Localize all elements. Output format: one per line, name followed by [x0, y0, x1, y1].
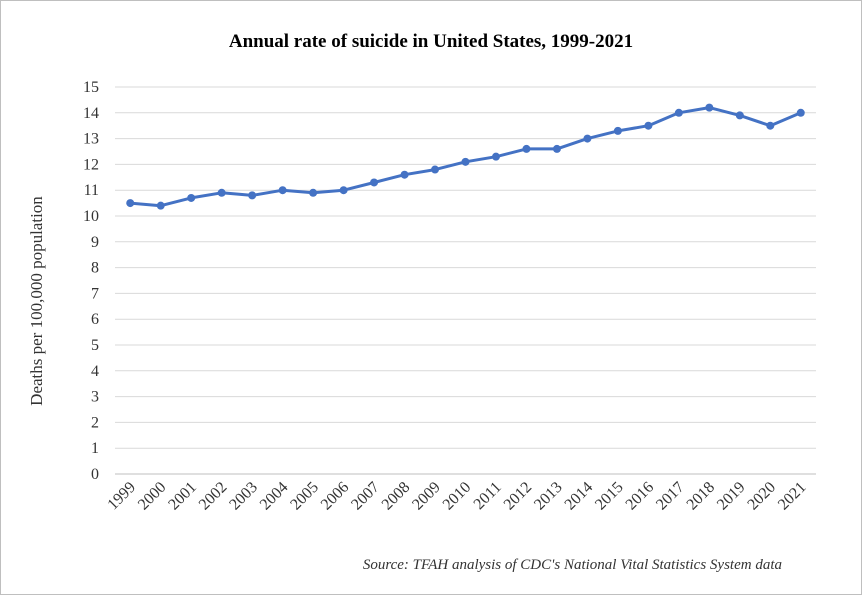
data-point-2017: [674, 108, 683, 117]
data-point-2009: [431, 165, 440, 174]
data-point-2003: [248, 191, 257, 200]
y-tick-label: 4: [91, 363, 99, 380]
x-tick-label: 2008: [379, 479, 414, 514]
data-point-1999: [126, 199, 135, 208]
y-tick-label: 12: [83, 156, 99, 173]
data-point-2010: [461, 157, 470, 166]
x-tick-label: 2005: [287, 479, 322, 514]
x-tick-label: 2006: [318, 479, 353, 514]
y-tick-label: 9: [91, 234, 99, 251]
data-point-2014: [583, 134, 592, 143]
x-tick-label: 2018: [684, 479, 719, 514]
y-tick-label: 13: [83, 131, 99, 148]
data-point-2006: [339, 186, 348, 195]
x-tick-label: 2014: [562, 479, 597, 514]
data-point-2008: [400, 170, 409, 179]
x-tick-label: 2003: [226, 479, 261, 514]
data-point-2016: [644, 121, 653, 130]
x-tick-label: 2010: [440, 479, 475, 514]
data-point-2020: [766, 121, 775, 130]
series-line: [128, 106, 803, 208]
y-tick-label: 10: [83, 208, 99, 225]
x-tick-label: 2007: [348, 479, 383, 514]
y-tick-label: 14: [83, 105, 99, 122]
data-point-2015: [613, 126, 622, 135]
data-point-2012: [522, 144, 531, 153]
x-tick-label: 2021: [775, 479, 810, 514]
x-tick-label: 2020: [744, 479, 779, 514]
data-point-2004: [278, 186, 287, 195]
chart-title: Annual rate of suicide in United States,…: [228, 31, 634, 52]
data-point-2013: [552, 144, 561, 153]
x-tick-label: 2019: [714, 479, 749, 514]
data-point-2018: [705, 103, 714, 112]
y-tick-label: 0: [91, 466, 99, 483]
x-tick-label: 2012: [501, 479, 536, 514]
x-tick-label: 2000: [135, 479, 170, 514]
y-tick-label: 8: [91, 260, 99, 277]
x-tick-label: 2015: [592, 479, 627, 514]
data-point-2007: [370, 178, 379, 187]
x-tick-label: 2009: [409, 479, 444, 514]
x-tick-label: 2016: [623, 479, 658, 514]
x-tick-label: 2011: [471, 479, 505, 513]
x-tick-label: 2013: [531, 479, 566, 514]
x-tick-label: 2004: [257, 479, 292, 514]
y-tick-label: 6: [91, 311, 99, 328]
y-tick-label: 3: [91, 389, 99, 406]
data-point-2021: [796, 108, 805, 117]
data-point-2002: [217, 188, 226, 197]
x-tick-label: 1999: [104, 479, 139, 514]
source-note: Source: TFAH analysis of CDC's National …: [362, 557, 782, 573]
x-tick-label: 2017: [653, 479, 688, 514]
y-tick-label: 5: [91, 337, 99, 354]
y-tick-label: 15: [83, 79, 99, 96]
data-point-2005: [309, 188, 318, 197]
data-point-2019: [735, 111, 744, 120]
y-tick-label: 1: [91, 440, 99, 457]
y-tick-label: 2: [91, 414, 99, 431]
x-tick-label: 2001: [165, 479, 200, 514]
data-point-2000: [156, 201, 165, 210]
y-tick-label: 11: [84, 182, 99, 199]
data-point-2011: [491, 152, 500, 161]
x-tick-label: 2002: [196, 479, 231, 514]
data-point-2001: [187, 193, 196, 202]
y-tick-label: 7: [91, 285, 99, 302]
